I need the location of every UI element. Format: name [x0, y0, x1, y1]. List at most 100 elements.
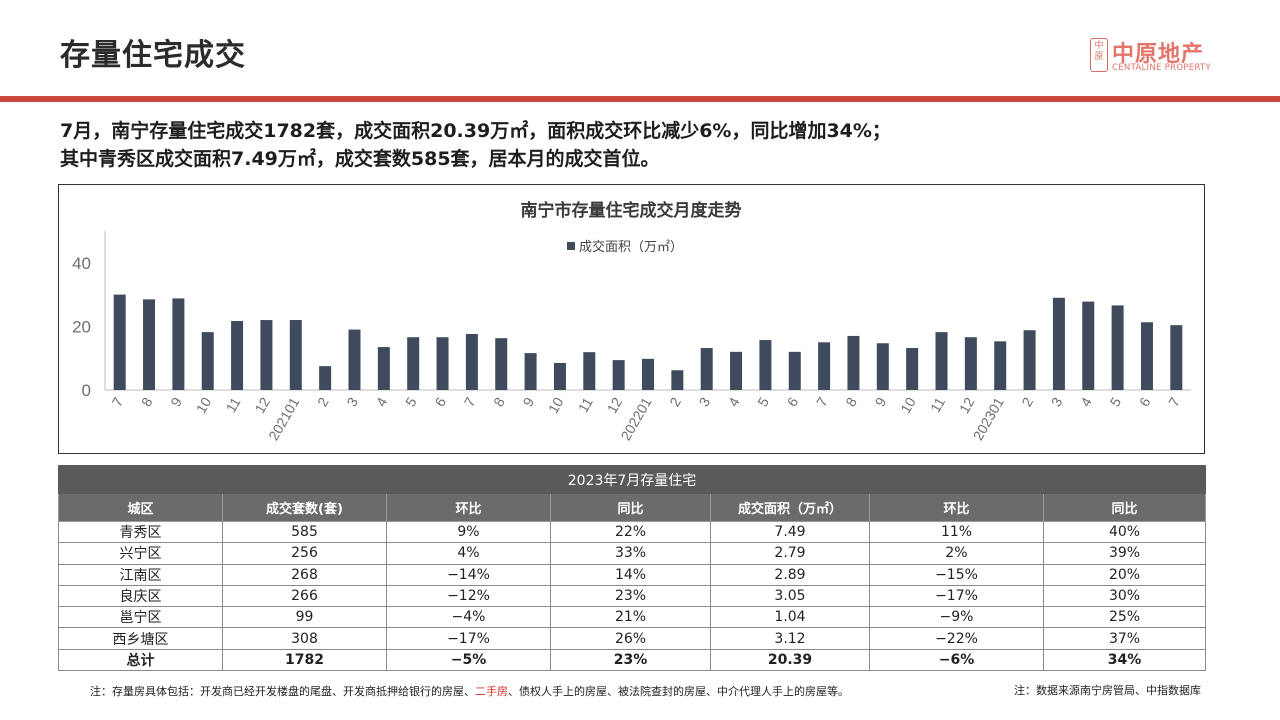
footnote-source: 注：数据来源南宁房管局、中指数据库: [1014, 684, 1201, 697]
summary-line-1: 7月，南宁存量住宅成交1782套，成交面积20.39万㎡，面积成交环比减少6%，…: [60, 120, 891, 142]
x-tick-label: 9: [872, 394, 890, 409]
bar: [377, 347, 390, 390]
table-cell: 西乡塘区: [58, 627, 223, 650]
x-tick-label: 7: [1165, 394, 1183, 409]
table-header-cell: 环比: [869, 493, 1044, 522]
bar: [113, 294, 126, 390]
table-cell: 23%: [550, 584, 711, 608]
bar: [847, 335, 860, 390]
bar: [524, 353, 537, 390]
footnote-highlight: 二手房: [475, 685, 508, 698]
table-cell: 23%: [550, 648, 711, 672]
table-cell: 22%: [550, 520, 711, 544]
table-caption: 2023年7月存量住宅: [57, 465, 1207, 494]
x-tick-label: 6: [431, 394, 449, 409]
x-tick-label: 2: [666, 394, 684, 409]
table-header-cell: 成交面积（万㎡）: [710, 493, 870, 522]
table-cell: 3.05: [710, 584, 870, 608]
x-tick-label: 8: [490, 394, 508, 409]
table-row: 江南区 268 −14% 14% 2.89 −15% 20%: [58, 563, 1207, 586]
table-cell: 585: [222, 520, 387, 544]
bar: [1111, 305, 1124, 390]
x-tick-label: 7: [813, 394, 831, 409]
x-tick-label: 10: [545, 394, 567, 416]
bar: [964, 337, 977, 390]
table-cell: 11%: [869, 520, 1044, 544]
bar: [319, 366, 332, 390]
summary-line-2: 其中青秀区成交面积7.49万㎡，成交套数585套，居本月的成交首位。: [60, 148, 660, 170]
table-cell: 3.12: [710, 627, 870, 650]
table-cell: 34%: [1042, 648, 1207, 672]
x-tick-label: 3: [343, 394, 361, 409]
bar: [465, 334, 478, 390]
table-row: 邕宁区 99 −4% 21% 1.04 −9% 25%: [58, 606, 1207, 629]
table-cell: −12%: [386, 584, 551, 608]
bar: [642, 358, 654, 390]
table-cell: 青秀区: [58, 520, 223, 544]
x-tick-label: 3: [696, 394, 714, 409]
bar: [289, 320, 302, 390]
table-row: 青秀区 585 9% 22% 7.49 11% 40%: [58, 520, 1207, 544]
bar: [1052, 297, 1065, 390]
table-cell: 1782: [222, 648, 387, 672]
bar: [994, 341, 1007, 390]
table-cell: 1.04: [710, 606, 870, 629]
chart-legend: 成交面积（万㎡）: [567, 239, 683, 255]
table-cell: 21%: [550, 606, 711, 629]
bars: [113, 294, 1183, 390]
bar: [201, 332, 214, 390]
table-cell: 4%: [386, 542, 551, 565]
bar: [583, 352, 596, 390]
x-tick-label: 6: [1136, 394, 1154, 409]
x-tick-label: 11: [223, 394, 244, 415]
x-tick-label: 4: [373, 394, 391, 409]
table-header-cell: 城区: [58, 493, 223, 522]
district-table: 2023年7月存量住宅 城区 成交套数(套) 环比 同比 成交面积（万㎡） 环比 同比 青秀…: [57, 465, 1207, 672]
table-cell: 30%: [1042, 584, 1207, 608]
table-cell: 良庆区: [58, 584, 223, 608]
logo-seal-bottom: 原: [1094, 52, 1104, 62]
bar: [700, 348, 713, 390]
bar: [143, 299, 156, 390]
table-cell: 99: [222, 606, 387, 629]
table-row: 良庆区 266 −12% 23% 3.05 −17% 30%: [58, 584, 1207, 608]
logo-seal-top: 中: [1094, 41, 1104, 51]
bar: [1023, 330, 1036, 390]
bar: [1140, 322, 1153, 390]
x-tick-label: 10: [897, 394, 919, 416]
y-tick-label: 40: [72, 254, 91, 273]
bar: [906, 348, 919, 390]
x-tick-label: 5: [402, 394, 420, 409]
table-header-cell: 成交套数(套): [222, 493, 387, 522]
logo-name-cn: 中原地产: [1112, 42, 1205, 67]
table-cell: −15%: [869, 563, 1044, 586]
x-tick-label: 10: [193, 394, 215, 416]
table-row: 西乡塘区 308 −17% 26% 3.12 −22% 37%: [58, 627, 1207, 650]
logo-seal-icon: 中 原: [1090, 38, 1108, 72]
table-cell: 9%: [386, 520, 551, 544]
table-header-cell: 同比: [1042, 493, 1207, 522]
table-cell: −6%: [869, 648, 1044, 672]
table-cell: −17%: [869, 584, 1044, 608]
bar: [436, 337, 449, 390]
bar: [612, 360, 625, 390]
footnote-definition: 注：存量房具体包括：开发商已经开发楼盘的尾盘、开发商抵押给银行的房屋、二手房、债…: [90, 683, 870, 700]
x-tick-label: 6: [784, 394, 802, 409]
table-header-row: 城区 成交套数(套) 环比 同比 成交面积（万㎡） 环比 同比: [58, 493, 1207, 522]
table-cell: 20.39: [710, 648, 870, 672]
table-cell: 兴宁区: [58, 542, 223, 565]
x-tick-label: 12: [251, 394, 273, 416]
table-header-cell: 环比: [386, 493, 551, 522]
x-tick-label: 5: [754, 394, 772, 409]
bar: [759, 340, 772, 390]
table-header-cell: 同比: [550, 493, 711, 522]
bar: [172, 298, 185, 390]
table-cell: 256: [222, 542, 387, 565]
table-cell: −14%: [386, 563, 551, 586]
table-cell: 26%: [550, 627, 711, 650]
table-cell: −4%: [386, 606, 551, 629]
y-tick-label: 20: [72, 317, 91, 336]
table-cell: 总计: [58, 648, 223, 672]
